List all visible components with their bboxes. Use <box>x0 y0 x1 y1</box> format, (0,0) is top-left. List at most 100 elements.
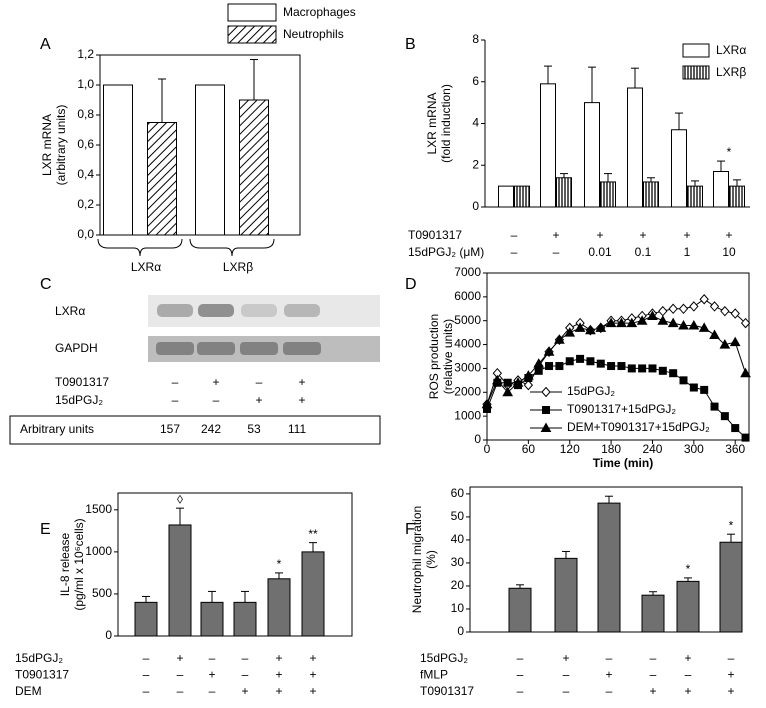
condition-mark: – <box>728 651 735 665</box>
condition-mark: 0.1 <box>635 245 652 259</box>
y-tick-label: 6 <box>472 74 479 88</box>
condition-mark: + <box>309 684 316 698</box>
significance-marker: * <box>686 562 691 576</box>
category-brace <box>97 238 183 257</box>
bar <box>540 83 556 208</box>
bar <box>168 524 192 637</box>
data-point <box>555 362 564 371</box>
data-point <box>678 319 689 330</box>
condition-mark: + <box>275 684 282 698</box>
condition-label: 15dPGJ₂ <box>15 651 63 665</box>
legend-swatch <box>682 43 710 58</box>
bar <box>267 578 291 637</box>
condition-mark: + <box>208 668 215 682</box>
condition-label: 15dPGJ₂ (μM) <box>408 245 484 259</box>
condition-mark: – <box>143 651 150 665</box>
y-tick-label: 0 <box>457 624 464 638</box>
condition-mark: + <box>639 228 646 242</box>
condition-mark: – <box>517 684 524 698</box>
panel-label: A <box>40 36 51 53</box>
condition-mark: – <box>172 393 179 407</box>
data-point <box>658 366 667 375</box>
x-tick-label: 0 <box>484 442 491 456</box>
condition-label: fMLP <box>420 668 448 682</box>
data-point <box>523 379 534 391</box>
y-tick-label: 50 <box>451 509 465 523</box>
condition-mark: 10 <box>722 245 736 259</box>
y-tick-label: 0 <box>474 432 481 446</box>
category-brace <box>189 238 275 257</box>
x-tick-label: 180 <box>601 442 621 456</box>
legend-label: LXRβ <box>716 65 746 79</box>
band <box>284 304 320 317</box>
legend-marker <box>540 422 552 432</box>
condition-mark: + <box>684 684 691 698</box>
data-point <box>576 354 585 363</box>
y-axis-label: (relative units) <box>441 319 455 394</box>
legend-label: Neutrophils <box>283 27 344 41</box>
bar <box>729 185 745 208</box>
condition-mark: + <box>649 684 656 698</box>
bar <box>508 587 532 633</box>
band-label: LXRα <box>55 304 85 318</box>
condition-label: 15dPGJ₂ <box>420 651 468 665</box>
condition-mark: – <box>143 668 150 682</box>
data-point <box>689 383 698 392</box>
plot-frame <box>486 272 750 441</box>
condition-mark: – <box>242 651 249 665</box>
data-point <box>574 322 586 332</box>
x-tick-label: 120 <box>560 442 580 456</box>
condition-mark: 0.01 <box>588 245 612 259</box>
bar <box>554 557 578 633</box>
bar <box>600 181 616 208</box>
data-point <box>481 398 493 409</box>
condition-mark: – <box>563 668 570 682</box>
y-tick-label: 0,4 <box>77 167 94 181</box>
condition-label: T0901317 <box>420 684 474 698</box>
bar <box>597 502 621 633</box>
y-tick-label: 6000 <box>454 289 481 303</box>
x-tick-label: LXRα <box>131 260 161 274</box>
condition-label: T0901317 <box>55 375 109 389</box>
units-box <box>9 415 381 445</box>
data-point <box>700 385 709 394</box>
y-tick-label: 10 <box>451 601 465 615</box>
condition-mark: – <box>242 668 249 682</box>
condition-mark: – <box>511 245 518 259</box>
bar <box>233 601 257 637</box>
panel-label: E <box>40 521 51 538</box>
bar <box>200 601 224 637</box>
condition-mark: + <box>241 684 248 698</box>
legend-label: LXRα <box>716 43 746 57</box>
condition-mark: 1 <box>684 245 691 259</box>
legend-swatch <box>227 25 277 44</box>
y-tick-label: 1,0 <box>77 77 94 91</box>
y-axis-label: LXR mRNA <box>425 92 439 154</box>
data-point <box>605 317 617 328</box>
data-point <box>596 359 605 368</box>
y-tick-label: 0 <box>472 199 479 213</box>
condition-mark: + <box>255 393 262 407</box>
data-point <box>698 322 710 332</box>
condition-mark: – <box>685 668 692 682</box>
data-point <box>607 362 616 371</box>
x-tick-label: 60 <box>522 442 536 456</box>
condition-mark: – <box>177 668 184 682</box>
condition-mark: – <box>511 228 518 242</box>
data-point <box>668 303 678 315</box>
legend-label: Macrophages <box>283 5 356 19</box>
y-tick-label: 5000 <box>454 313 481 327</box>
condition-mark: + <box>684 651 691 665</box>
y-tick-label: 8 <box>472 32 479 46</box>
bar <box>195 84 225 236</box>
data-point <box>648 364 657 373</box>
panel-label: F <box>405 521 415 538</box>
data-point <box>740 367 751 378</box>
condition-mark: + <box>562 651 569 665</box>
legend-swatch <box>227 3 277 22</box>
legend-marker <box>541 386 551 398</box>
bar <box>556 177 572 208</box>
y-axis-label: ROS production <box>427 314 441 399</box>
data-point <box>564 327 576 337</box>
data-point <box>565 357 574 366</box>
